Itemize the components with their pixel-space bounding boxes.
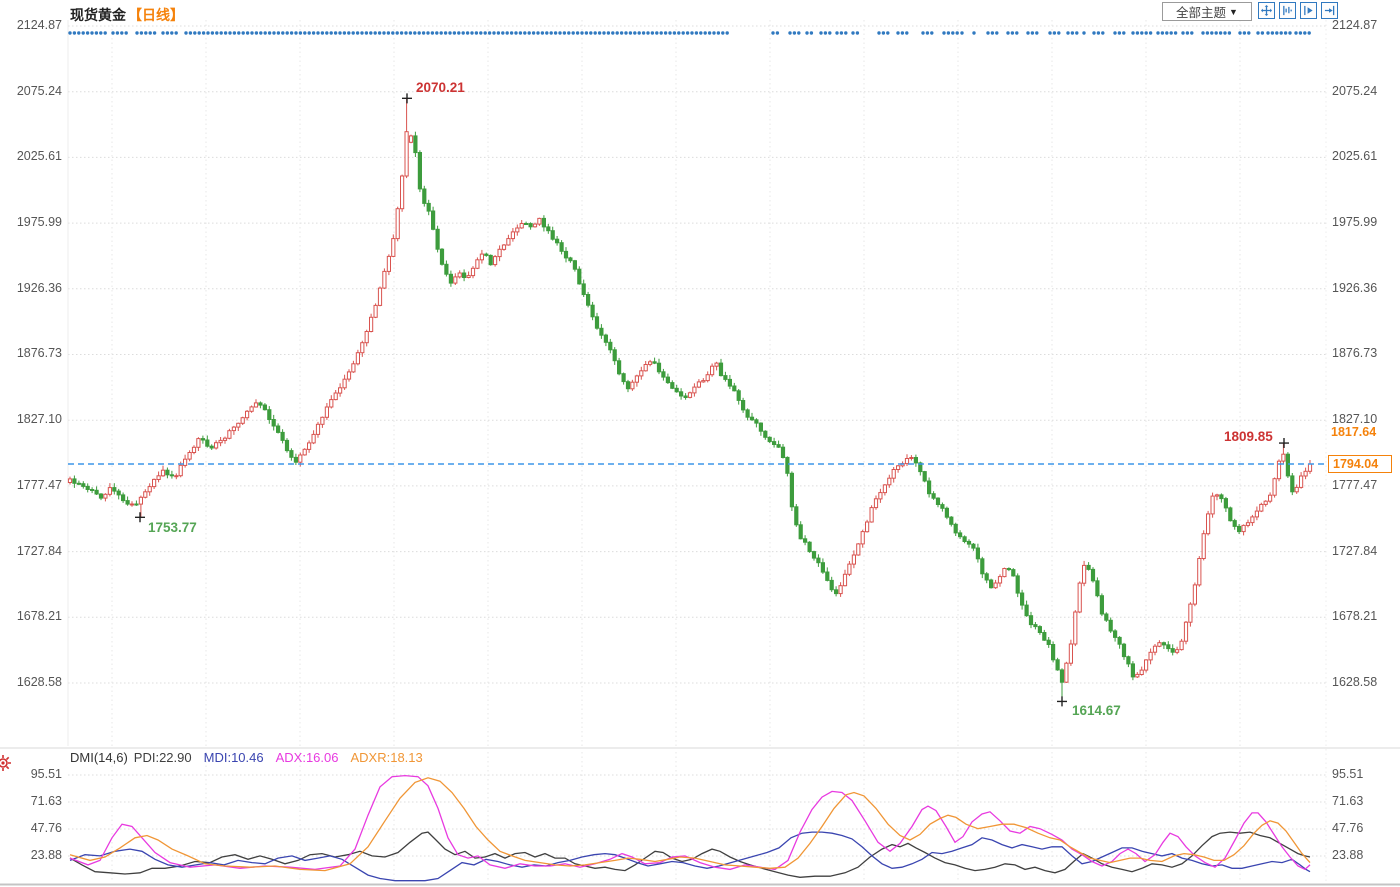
dmi-axis-label-left: 47.76 bbox=[30, 821, 62, 835]
dmi-axis-label-right: 23.88 bbox=[1332, 848, 1364, 862]
main-grid bbox=[67, 20, 1327, 883]
price-axis-label-left: 2025.61 bbox=[16, 149, 62, 163]
dmi-axis-label-left: 23.88 bbox=[30, 848, 62, 862]
annotation-peak-high: 2070.21 bbox=[416, 80, 465, 96]
dmi-pdi-value: PDI:22.90 bbox=[133, 750, 192, 765]
dmi-pdi-line bbox=[69, 831, 1311, 878]
price-axis-label-right: 1926.36 bbox=[1332, 281, 1378, 295]
dmi-grid bbox=[68, 752, 1326, 882]
theme-dropdown-label: 全部主题 bbox=[1176, 6, 1227, 20]
price-axis-label-right: 1876.73 bbox=[1332, 346, 1378, 360]
dmi-axis-label-left: 95.51 bbox=[30, 767, 62, 781]
dmi-adxr-line bbox=[69, 777, 1311, 872]
reference-price-label: 1817.64 bbox=[1331, 424, 1377, 439]
dmi-adx-line bbox=[69, 774, 1311, 871]
page-title: 现货黄金 【日线】 bbox=[70, 5, 184, 25]
dmi-axis-label-right: 95.51 bbox=[1332, 767, 1364, 781]
price-axis-label-left: 1678.21 bbox=[16, 609, 62, 623]
dmi-indicator-header: DMI(14,6) PDI:22.90 MDI:10.46 ADX:16.06 ADXR… bbox=[70, 750, 435, 765]
annotation-recent-high: 1809.85 bbox=[1224, 429, 1273, 445]
dmi-axis-label-left: 71.63 bbox=[30, 794, 62, 808]
dmi-axis-label-right: 71.63 bbox=[1332, 794, 1364, 808]
jump-to-latest-button[interactable] bbox=[1321, 2, 1338, 19]
dmi-mdi-line bbox=[69, 831, 1311, 882]
price-axis-label-left: 1926.36 bbox=[16, 281, 62, 295]
period-badge: 【日线】 bbox=[128, 7, 184, 23]
extreme-markers bbox=[135, 93, 1289, 707]
theme-dropdown[interactable]: 全部主题 ▼ bbox=[1162, 2, 1252, 21]
annotation-bottom-low: 1614.67 bbox=[1072, 703, 1121, 719]
price-axis-label-left: 1628.58 bbox=[16, 675, 62, 689]
price-axis-label-right: 1727.84 bbox=[1332, 544, 1378, 558]
price-axis-label-left: 1727.84 bbox=[16, 544, 62, 558]
symbol-name: 现货黄金 bbox=[70, 7, 126, 23]
left-scale-button[interactable] bbox=[1279, 2, 1296, 19]
price-axis-label-right: 1628.58 bbox=[1332, 675, 1378, 689]
price-axis-label-right: 2075.24 bbox=[1332, 84, 1378, 98]
price-axis-label-right: 2025.61 bbox=[1332, 149, 1378, 163]
price-axis-label-right: 1827.10 bbox=[1332, 412, 1378, 426]
price-axis-label-left: 2075.24 bbox=[16, 84, 62, 98]
candles-group bbox=[67, 98, 1313, 702]
price-axis-label-left: 1827.10 bbox=[16, 412, 62, 426]
price-axis-label-right: 2124.87 bbox=[1332, 18, 1378, 32]
indicator-settings-icon[interactable] bbox=[0, 753, 13, 773]
dmi-lines-group bbox=[69, 774, 1311, 882]
play-chart-icon bbox=[1304, 5, 1313, 16]
price-axis-label-right: 1678.21 bbox=[1332, 609, 1378, 623]
annotation-left-low: 1753.77 bbox=[148, 520, 197, 536]
arrow-to-right-icon bbox=[1324, 5, 1335, 16]
chevron-down-icon: ▼ bbox=[1229, 6, 1238, 17]
price-axis-label-left: 1975.99 bbox=[16, 215, 62, 229]
price-axis-label-left: 2124.87 bbox=[16, 18, 62, 32]
left-scale-icon bbox=[1283, 5, 1292, 16]
dmi-adxr-value: ADXR:18.13 bbox=[350, 750, 423, 765]
price-axis-label-right: 1777.47 bbox=[1332, 478, 1378, 492]
current-price-tag: 1794.04 bbox=[1328, 454, 1392, 473]
price-axis-label-left: 1876.73 bbox=[16, 346, 62, 360]
dmi-adx-value: ADX:16.06 bbox=[275, 750, 339, 765]
price-axis-label-left: 1777.47 bbox=[16, 478, 62, 492]
autoscroll-button[interactable] bbox=[1300, 2, 1317, 19]
price-axis-label-right: 1975.99 bbox=[1332, 215, 1378, 229]
dmi-axis-label-right: 47.76 bbox=[1332, 821, 1364, 835]
dmi-name-label: DMI(14,6) bbox=[70, 750, 128, 765]
pan-icon bbox=[1261, 5, 1272, 16]
pan-tool-button[interactable] bbox=[1258, 2, 1275, 19]
event-dots-row[interactable] bbox=[68, 31, 1311, 35]
dmi-mdi-value: MDI:10.46 bbox=[203, 750, 264, 765]
